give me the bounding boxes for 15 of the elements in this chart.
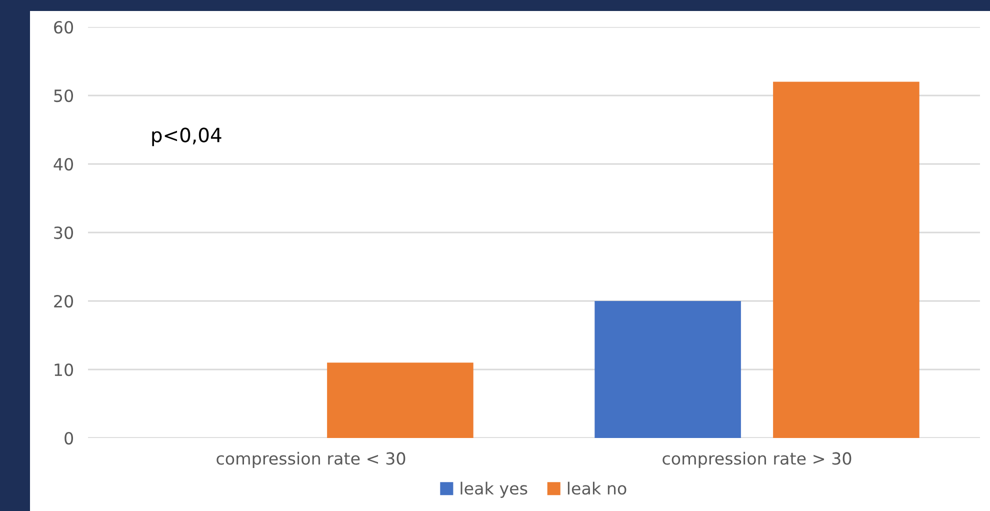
- bar: [594, 301, 741, 438]
- y-tick-label: 60: [54, 20, 74, 34]
- y-tick-label: 30: [54, 226, 74, 240]
- y-tick-label: 40: [54, 158, 74, 171]
- bar: [773, 82, 920, 438]
- y-tick-label: 20: [54, 294, 74, 308]
- y-tick-label: 0: [64, 432, 74, 445]
- y-tick-label: 10: [54, 363, 74, 376]
- legend-label: leak no: [568, 482, 626, 495]
- legend-label: leak yes: [460, 482, 528, 498]
- x-tick-label: compression rate > 30: [662, 452, 852, 468]
- x-tick-label: compression rate < 30: [216, 452, 406, 468]
- annotation: p<0,04: [152, 128, 222, 146]
- y-tick-label: 50: [54, 89, 74, 102]
- bar: [327, 362, 474, 438]
